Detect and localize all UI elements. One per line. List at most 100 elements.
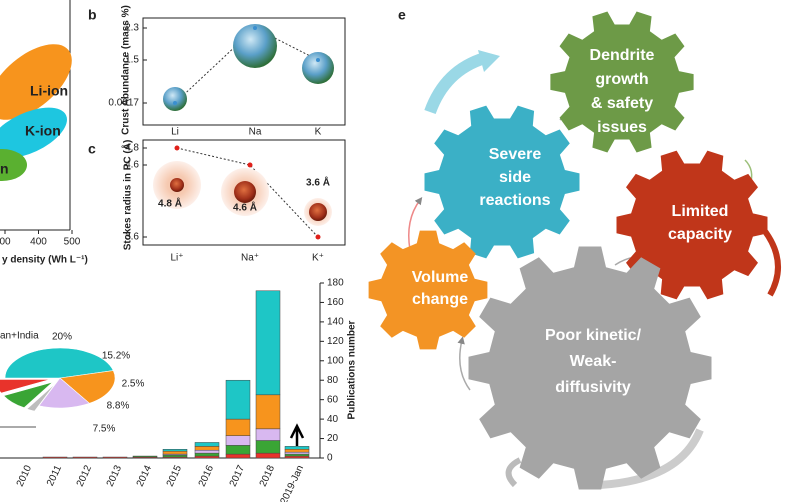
x-tick-label: Na	[249, 127, 262, 138]
bar-segment	[225, 418, 251, 436]
gear	[468, 246, 712, 490]
y-tick-label: 0	[327, 453, 333, 464]
cycle-arrow	[505, 457, 522, 488]
y-axis-title: Stokes radius in PC (Å)	[121, 140, 134, 251]
bar-segment	[194, 446, 220, 451]
gear	[616, 150, 768, 300]
x-tick-label: 2011	[45, 463, 64, 488]
point	[316, 58, 320, 62]
node-label: Dendrite	[590, 47, 655, 64]
node-label: Limited	[672, 203, 729, 220]
y-tick-label: 180	[327, 278, 344, 289]
gear	[424, 105, 580, 259]
x-tick-label: 500	[64, 237, 81, 248]
y-tick-label: 0.0017	[108, 98, 139, 109]
bar-segment	[225, 453, 251, 459]
ion	[170, 178, 184, 192]
globe	[233, 24, 277, 68]
point	[174, 145, 180, 151]
y-tick-label: 4.8	[125, 143, 139, 154]
pie-slice	[3, 381, 53, 409]
region	[0, 149, 27, 181]
node-label: issues	[597, 119, 647, 136]
pie-partial-label: an+India	[0, 331, 39, 342]
bar-segment	[284, 451, 310, 455]
arrow	[289, 423, 305, 446]
point	[247, 162, 253, 168]
bar-segment	[284, 449, 310, 453]
bar-segment	[255, 440, 281, 454]
plot-frame	[142, 139, 346, 246]
x-tick-label: 2015	[165, 463, 185, 488]
bar-segment	[255, 394, 281, 430]
gear	[368, 230, 488, 350]
data-label: 7.5%	[93, 424, 116, 435]
node-label: & safety	[591, 95, 653, 112]
cycle-arrow	[424, 52, 487, 115]
x-tick-label: 400	[30, 237, 47, 248]
bar-segment	[194, 452, 220, 457]
bar-segment	[162, 450, 188, 455]
node-label: change	[412, 291, 468, 308]
globe	[302, 52, 334, 84]
y-tick-label: 100	[327, 355, 344, 366]
x-tick-label: 2010	[15, 463, 35, 488]
x-tick-label: 2017	[228, 463, 248, 488]
bar-segment	[162, 454, 188, 458]
panel-label: c	[88, 141, 96, 157]
y-tick-label: 40	[327, 414, 339, 425]
data-label: 20%	[52, 332, 72, 343]
point	[173, 101, 177, 105]
y-tick-label: 120	[327, 336, 344, 347]
region-label: Li-ion	[30, 83, 68, 99]
pie-slice	[59, 370, 116, 404]
cycle-arrow	[599, 428, 704, 489]
x-tick-label: 2014	[135, 463, 155, 488]
point	[315, 234, 321, 240]
y-tick-label: 80	[327, 375, 339, 386]
y-tick-label: 4.6	[125, 160, 139, 171]
bar-segment	[255, 290, 281, 396]
bar-segment	[72, 456, 98, 459]
node-label: Severe	[489, 146, 542, 163]
connector-line	[176, 147, 319, 238]
data-label: 4.6 Å	[233, 201, 257, 214]
x-tick-label: K	[315, 127, 322, 138]
y-tick-label: 2.3	[125, 23, 139, 34]
region	[0, 44, 72, 120]
globe	[163, 87, 187, 111]
panel-label: b	[88, 7, 97, 23]
region	[0, 107, 67, 159]
node-label: Poor kinetic/	[545, 327, 642, 344]
y-tick-label: 160	[327, 297, 344, 308]
node-label: Volume	[412, 269, 469, 286]
x-tick-label: Li⁺	[170, 253, 183, 264]
x-tick-label: 2016	[197, 463, 217, 488]
data-label: 2.5%	[122, 379, 145, 390]
bar-segment	[284, 453, 310, 457]
node-label: growth	[595, 71, 648, 88]
connector	[457, 336, 471, 391]
region-label: n	[0, 161, 9, 177]
x-tick-label: 2013	[105, 463, 125, 488]
y-axis-title: Crust Abundance (mass %)	[121, 5, 132, 135]
ion	[309, 203, 327, 221]
node-label: Weak-	[570, 353, 617, 370]
node-label: capacity	[668, 226, 732, 243]
node-label: diffusivity	[555, 379, 631, 396]
y-tick-label: 1.5	[125, 55, 139, 66]
bar-segment	[225, 379, 251, 420]
plot-frame	[142, 17, 346, 126]
x-tick-label: 2012	[75, 463, 95, 488]
x-tick-label: 2018	[258, 463, 278, 488]
panel-label: e	[398, 7, 406, 23]
bar-segment	[194, 449, 220, 454]
region-label: K-ion	[25, 123, 61, 139]
data-label: 4.8 Å	[158, 197, 182, 210]
y-tick-label: 60	[327, 394, 339, 405]
x-tick-label: Na⁺	[241, 253, 259, 264]
cycle-arrow	[478, 50, 500, 72]
y-tick-label: 3.6	[125, 232, 139, 243]
x-tick-label: K⁺	[312, 253, 324, 264]
